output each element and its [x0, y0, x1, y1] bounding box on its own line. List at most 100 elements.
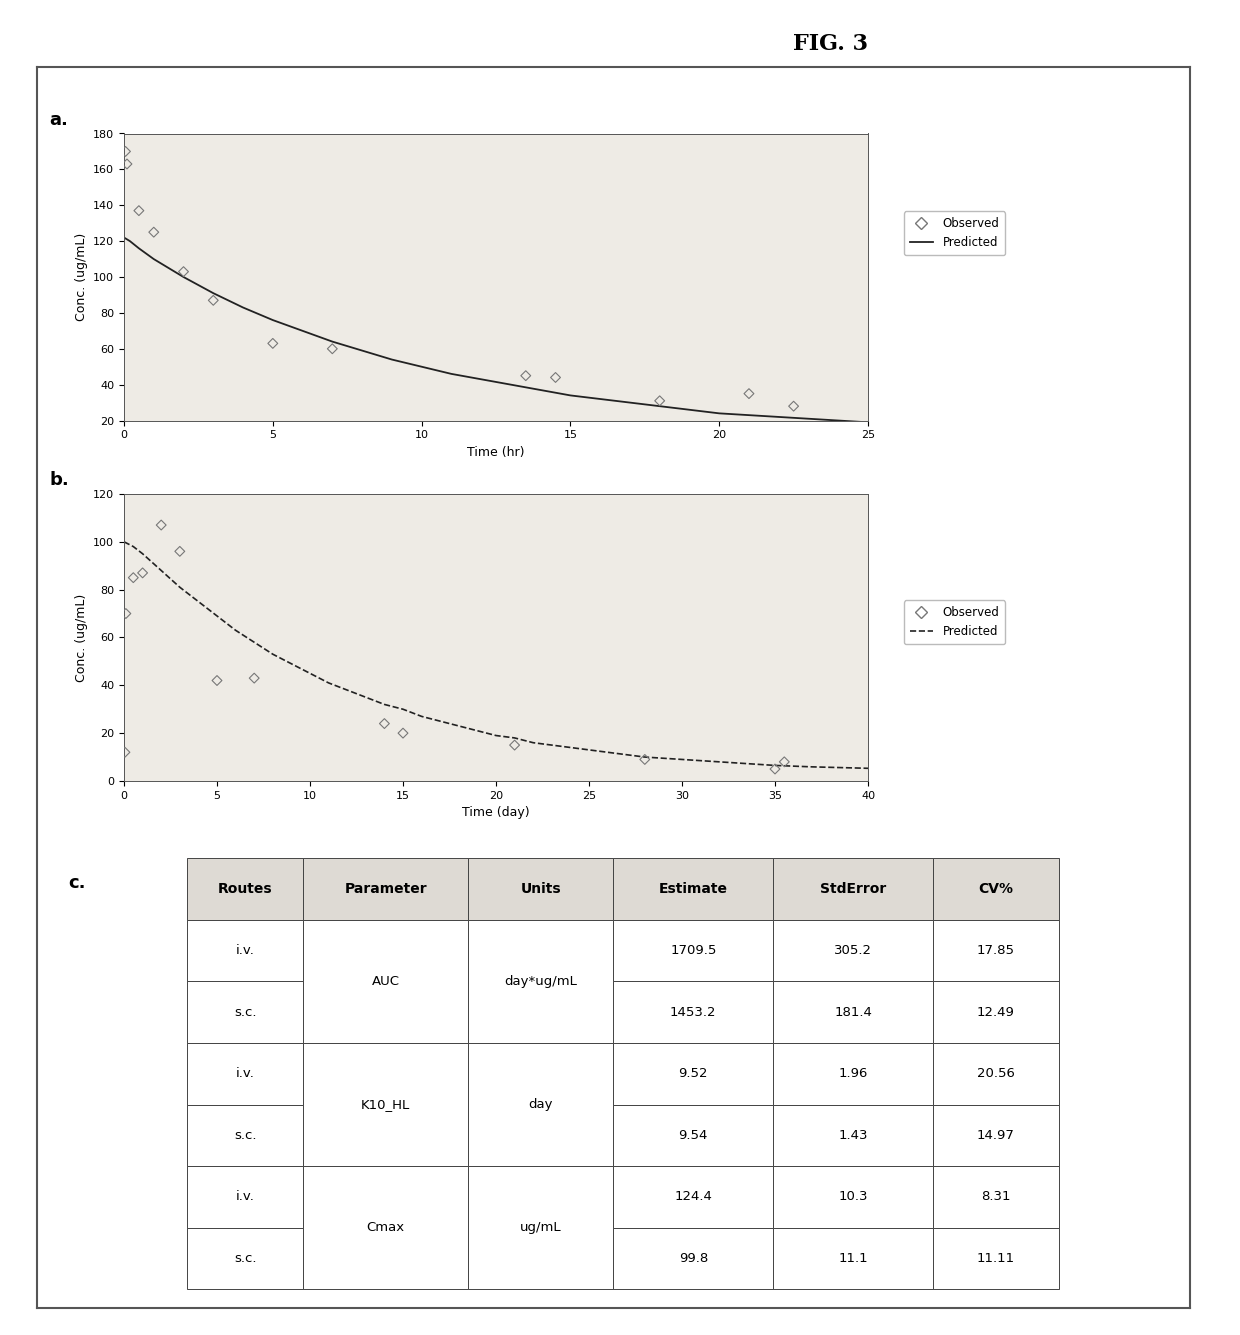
- Text: K10_HL: K10_HL: [361, 1097, 410, 1111]
- Text: s.c.: s.c.: [234, 1129, 257, 1141]
- Bar: [467, 858, 614, 920]
- Text: 17.85: 17.85: [977, 944, 1016, 957]
- Bar: [614, 920, 774, 981]
- Point: [546, 367, 565, 388]
- Point: [124, 567, 144, 589]
- Point: [115, 742, 135, 764]
- Text: 305.2: 305.2: [835, 944, 872, 957]
- Point: [151, 514, 171, 535]
- Point: [207, 670, 227, 692]
- Text: 10.3: 10.3: [838, 1191, 868, 1203]
- Text: 1.43: 1.43: [838, 1129, 868, 1141]
- Bar: [932, 1043, 1059, 1104]
- Point: [170, 541, 190, 562]
- Text: Units: Units: [521, 882, 560, 896]
- Point: [144, 222, 164, 243]
- Point: [203, 290, 223, 311]
- Bar: [187, 920, 304, 981]
- Legend: Observed, Predicted: Observed, Predicted: [904, 211, 1006, 255]
- Point: [739, 383, 759, 405]
- Bar: [187, 1228, 304, 1290]
- Text: c.: c.: [68, 874, 86, 892]
- Bar: [932, 981, 1059, 1043]
- Bar: [614, 858, 774, 920]
- Y-axis label: Conc. (ug/mL): Conc. (ug/mL): [74, 232, 88, 322]
- Bar: [614, 1167, 774, 1228]
- Text: day*ug/mL: day*ug/mL: [505, 975, 577, 988]
- Bar: [304, 1043, 467, 1167]
- Text: 8.31: 8.31: [981, 1191, 1011, 1203]
- Bar: [774, 1104, 932, 1167]
- Text: 181.4: 181.4: [835, 1005, 872, 1019]
- Text: 11.1: 11.1: [838, 1252, 868, 1266]
- Text: 1709.5: 1709.5: [670, 944, 717, 957]
- Text: Cmax: Cmax: [367, 1222, 404, 1235]
- Point: [174, 260, 193, 282]
- Bar: [614, 1228, 774, 1290]
- Point: [133, 562, 153, 583]
- Text: CV%: CV%: [978, 882, 1013, 896]
- Point: [774, 752, 795, 773]
- Text: s.c.: s.c.: [234, 1252, 257, 1266]
- Text: 124.4: 124.4: [675, 1191, 712, 1203]
- Bar: [467, 920, 614, 1043]
- Point: [393, 722, 413, 744]
- Text: b.: b.: [50, 471, 69, 489]
- Point: [516, 364, 536, 386]
- Bar: [187, 1104, 304, 1167]
- Text: ug/mL: ug/mL: [520, 1222, 562, 1235]
- Text: 1.96: 1.96: [838, 1067, 868, 1080]
- Bar: [774, 920, 932, 981]
- Text: Parameter: Parameter: [345, 882, 427, 896]
- Bar: [187, 858, 304, 920]
- Point: [117, 154, 136, 175]
- Point: [263, 332, 283, 354]
- Point: [635, 749, 655, 770]
- Point: [244, 668, 264, 689]
- Text: AUC: AUC: [372, 975, 399, 988]
- Bar: [774, 981, 932, 1043]
- Text: s.c.: s.c.: [234, 1005, 257, 1019]
- X-axis label: Time (hr): Time (hr): [467, 446, 525, 459]
- Bar: [774, 1228, 932, 1290]
- Text: 12.49: 12.49: [977, 1005, 1014, 1019]
- Point: [129, 200, 149, 222]
- Text: Estimate: Estimate: [658, 882, 728, 896]
- Text: 9.54: 9.54: [678, 1129, 708, 1141]
- Text: i.v.: i.v.: [236, 944, 254, 957]
- Bar: [774, 1043, 932, 1104]
- Text: StdError: StdError: [820, 882, 887, 896]
- Bar: [932, 1228, 1059, 1290]
- Point: [505, 734, 525, 756]
- Bar: [187, 1043, 304, 1104]
- X-axis label: Time (day): Time (day): [463, 806, 529, 820]
- Text: 99.8: 99.8: [678, 1252, 708, 1266]
- Point: [650, 390, 670, 411]
- Bar: [932, 1167, 1059, 1228]
- Bar: [614, 1104, 774, 1167]
- Point: [115, 140, 135, 162]
- Text: 9.52: 9.52: [678, 1067, 708, 1080]
- Text: i.v.: i.v.: [236, 1067, 254, 1080]
- Bar: [614, 981, 774, 1043]
- Text: a.: a.: [50, 111, 68, 128]
- Legend: Observed, Predicted: Observed, Predicted: [904, 601, 1006, 643]
- Text: 11.11: 11.11: [977, 1252, 1016, 1266]
- Bar: [932, 1104, 1059, 1167]
- Point: [784, 395, 804, 417]
- Bar: [614, 1043, 774, 1104]
- Bar: [467, 1167, 614, 1290]
- Text: 14.97: 14.97: [977, 1129, 1014, 1141]
- Bar: [304, 920, 467, 1043]
- Bar: [467, 1043, 614, 1167]
- Y-axis label: Conc. (ug/mL): Conc. (ug/mL): [74, 593, 88, 682]
- Bar: [304, 1167, 467, 1290]
- Bar: [774, 858, 932, 920]
- Point: [322, 338, 342, 359]
- Point: [765, 758, 785, 780]
- Bar: [187, 1167, 304, 1228]
- Text: FIG. 3: FIG. 3: [794, 33, 868, 55]
- Bar: [774, 1167, 932, 1228]
- Text: 20.56: 20.56: [977, 1067, 1014, 1080]
- Bar: [932, 920, 1059, 981]
